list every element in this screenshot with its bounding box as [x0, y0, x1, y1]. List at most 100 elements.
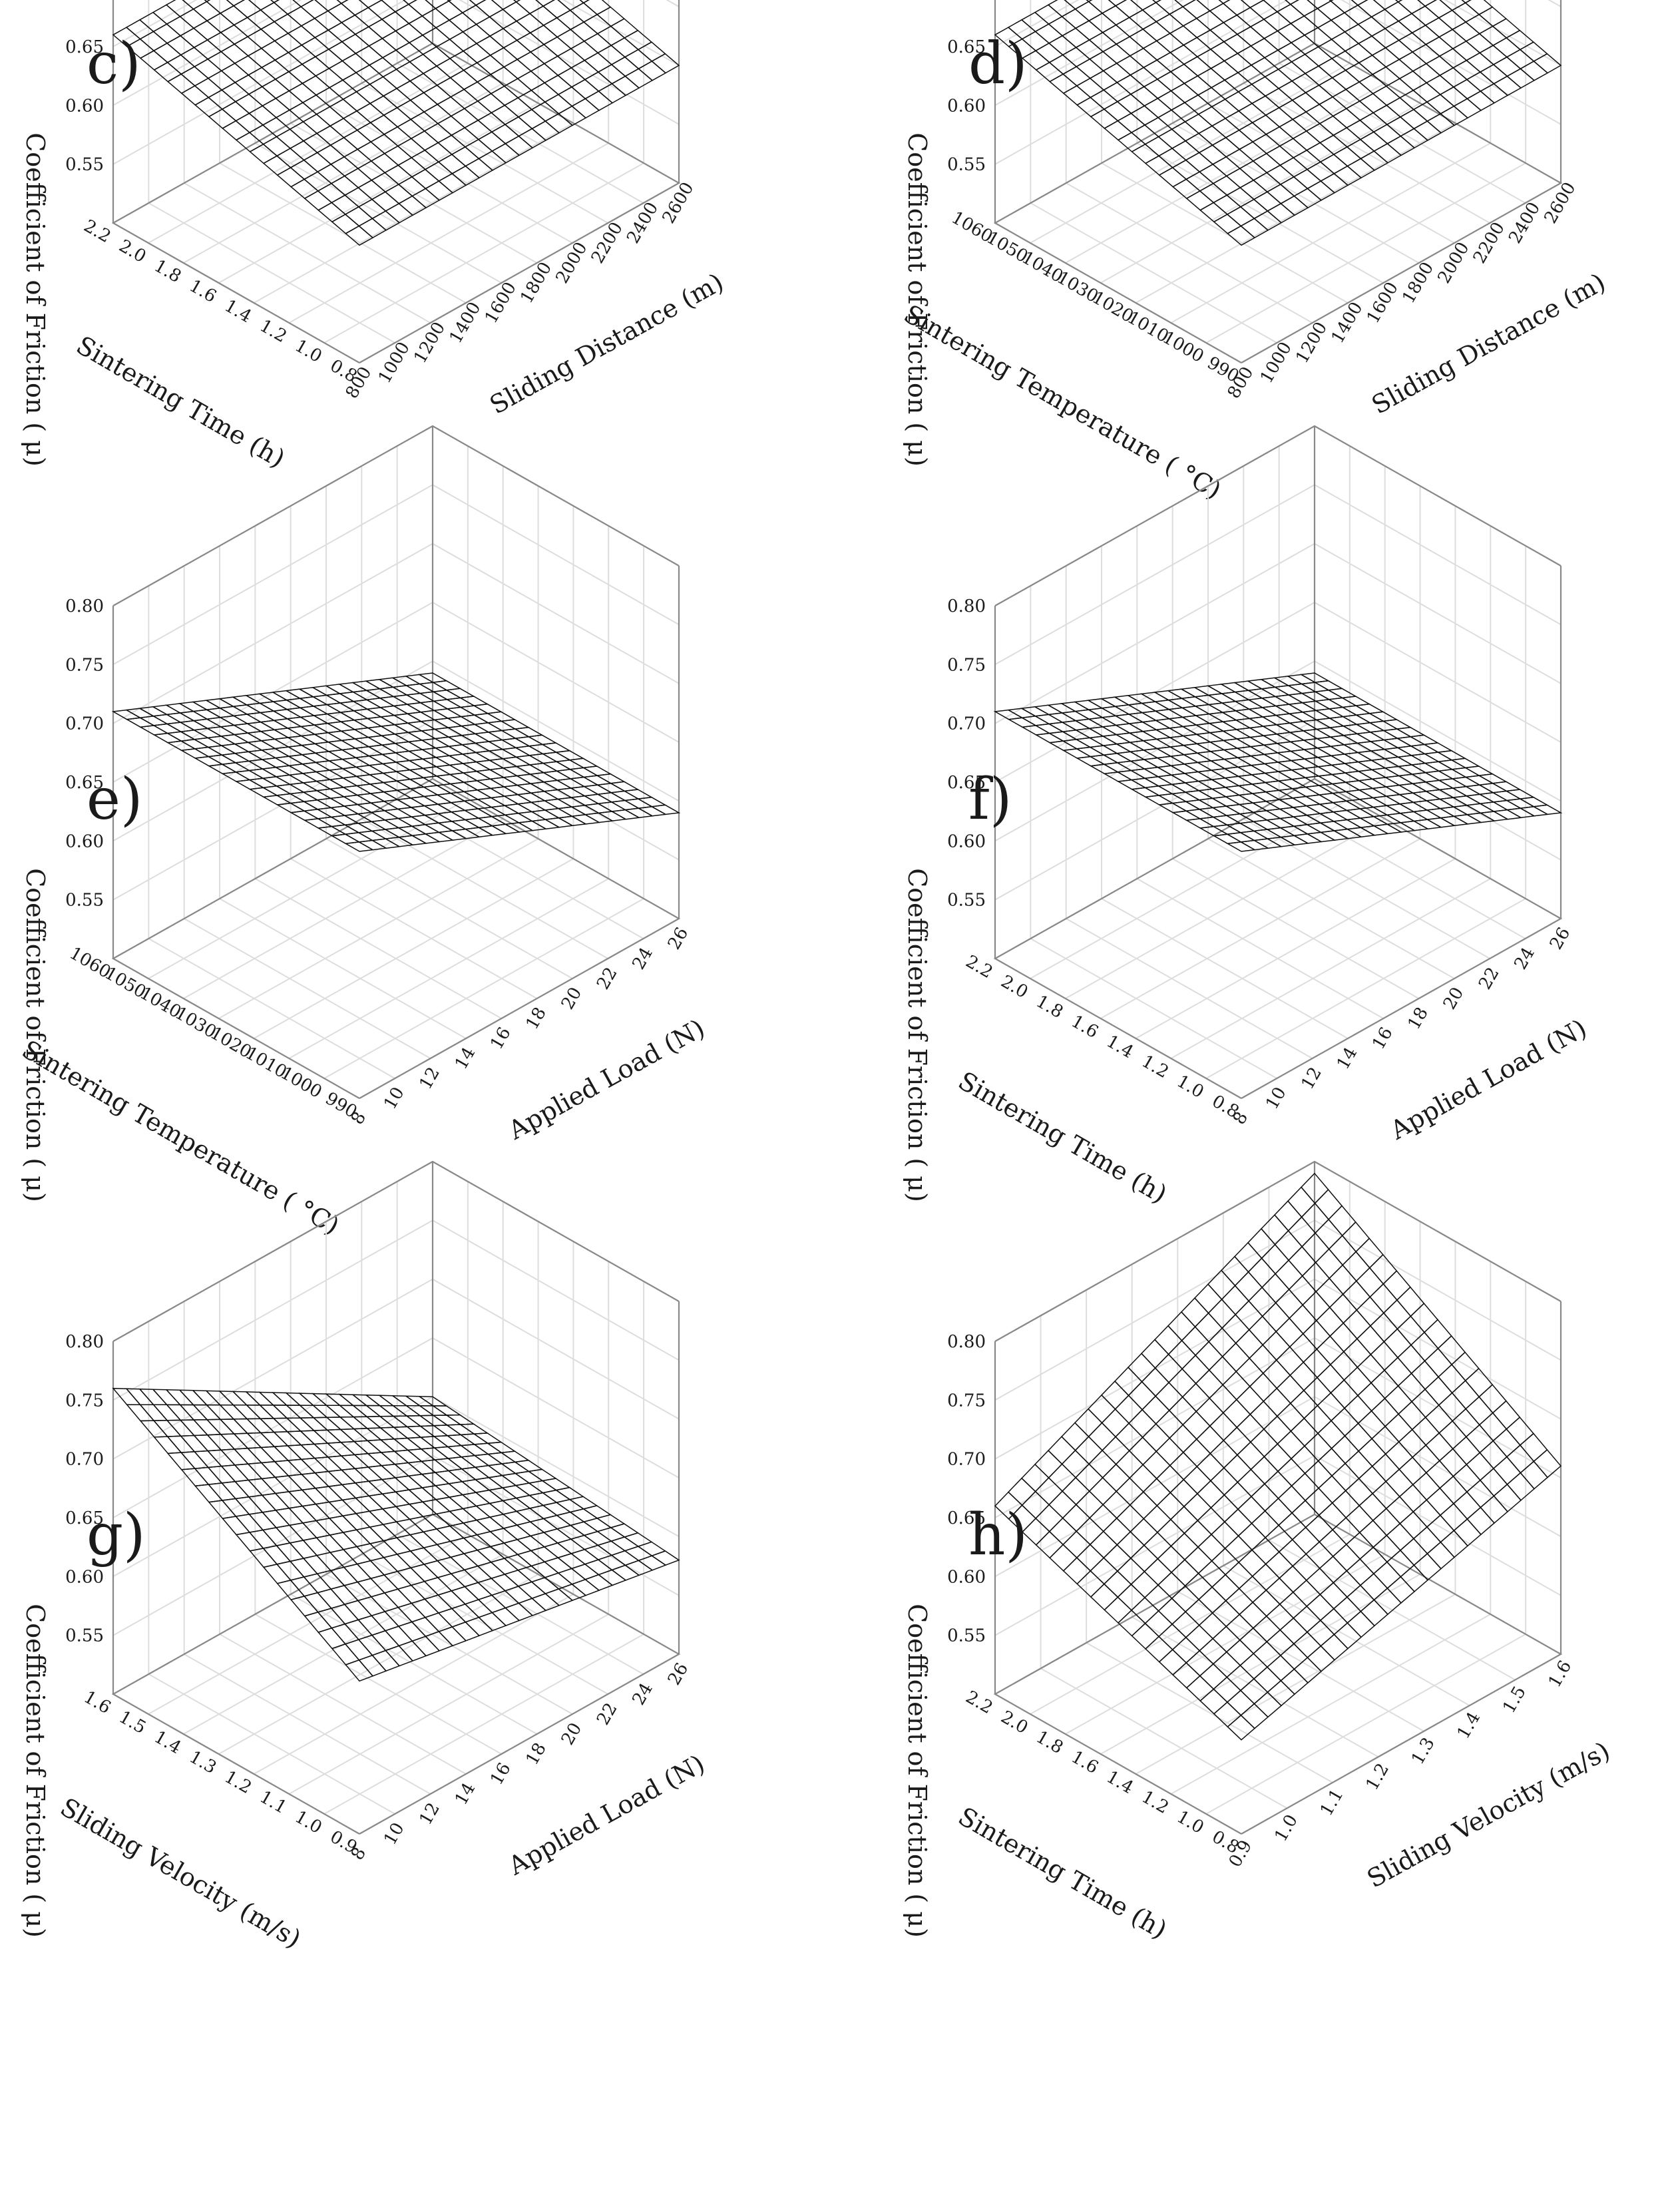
surface-cell [1424, 17, 1454, 38]
surface-cell [1398, 1484, 1428, 1513]
surface-cell [1453, 98, 1482, 119]
surface-cell [1466, 1452, 1494, 1481]
surface-cell [139, 1420, 169, 1438]
z-tick-label: 0.75 [65, 655, 104, 675]
wall-grid-line [112, 425, 680, 606]
surface-cell [1424, 36, 1454, 57]
surface-cell [340, 1454, 370, 1469]
floor-grid-line [1135, 858, 1456, 1039]
floor-grid-line [1101, 898, 1349, 1039]
surface-cell [298, 1405, 329, 1419]
floor-grid-line [1205, 898, 1526, 1079]
surface-cell [341, 72, 371, 93]
surface-cell [394, 1475, 424, 1490]
surface-cell [1209, 1467, 1239, 1496]
surface-cell [1426, 1541, 1456, 1570]
surface [111, 672, 681, 852]
surface-cell [1275, 1317, 1304, 1348]
surface-cell [1116, 1557, 1145, 1586]
x-tick-label: 1.3 [1408, 1734, 1439, 1768]
surface-cell [1158, 1649, 1187, 1676]
floor-grid-line [219, 162, 467, 304]
surface-cell [1062, 85, 1092, 106]
surface-cell [1062, 47, 1091, 68]
surface-cell [1197, 67, 1226, 89]
surface-cell [1088, 1449, 1117, 1478]
surface-cell [1263, 11, 1292, 32]
surface-cell [407, 1473, 437, 1488]
surface-cell [583, 52, 613, 73]
z-tick-label: 0.70 [65, 714, 104, 734]
surface-cell [1399, 1511, 1428, 1540]
surface-cell [1250, 1483, 1279, 1512]
surface-cell [1289, 1333, 1318, 1363]
surface-cell [1144, 97, 1173, 118]
surface-cell [516, 51, 546, 72]
x-tick-label: 2000 [552, 239, 592, 287]
surface-cell [1155, 33, 1185, 53]
surface-cell [1193, 1283, 1223, 1314]
surface-cell [1301, 1261, 1331, 1293]
surface-cell [544, 94, 573, 114]
surface-cell [1129, 67, 1159, 88]
surface-cell [1343, 1338, 1372, 1369]
surface-cell [1170, 102, 1199, 122]
y-tick-label: 2.2 [81, 216, 114, 247]
surface-cell [1426, 112, 1456, 134]
surface-cell [459, 1444, 490, 1456]
surface-cell [1168, 1368, 1197, 1398]
surface-cell [503, 39, 532, 61]
surface-cell [1319, 1529, 1347, 1558]
floor-grid-line [219, 1634, 467, 1775]
surface-cell [1303, 1348, 1331, 1379]
surface-cell [245, 1391, 275, 1406]
surface-cell [1208, 1327, 1237, 1358]
surface-cell [1185, 152, 1214, 173]
surface-cell [393, 1449, 423, 1464]
surface-cell [1143, 1531, 1172, 1560]
surface-cell [1237, 64, 1266, 85]
surface-cell [258, 1405, 288, 1419]
surface-cell [1114, 1395, 1144, 1425]
surface-cell [337, 1393, 368, 1407]
surface-cell [206, 1449, 236, 1467]
surface-cell [1181, 1354, 1210, 1385]
surface-cell [1413, 120, 1442, 141]
surface-cell [1102, 81, 1132, 103]
surface-cell [1371, 47, 1400, 68]
surface-cell [1101, 1408, 1130, 1438]
surface-cell [1384, 1440, 1414, 1470]
surface-cell [166, 15, 195, 37]
x-tick-label: 20 [558, 1719, 586, 1749]
tick-labels: 0.550.600.650.700.750.800.91.01.11.21.31… [947, 1332, 1575, 1871]
surface-cell [378, 1415, 409, 1428]
surface-cell [1184, 113, 1213, 134]
surface-cell [1089, 1530, 1118, 1559]
surface-cell [248, 105, 278, 126]
surface-cell [153, 61, 182, 83]
z-tick-label: 0.60 [947, 1567, 986, 1587]
wall-grid-line [994, 484, 1561, 666]
surface-cell [1438, 1448, 1468, 1477]
surface-cell [262, 1564, 292, 1584]
surface-cell [358, 218, 387, 239]
axis-walls [111, 1160, 681, 1835]
surface-cell [1090, 109, 1119, 129]
floor-grid-line [323, 162, 644, 343]
surface-cell [1506, 68, 1536, 89]
surface-cell [1343, 1366, 1372, 1397]
surface-cell [1329, 1293, 1358, 1324]
surface-cell [1314, 1188, 1343, 1221]
surface-cell [274, 1491, 304, 1509]
surface-cell [1155, 1464, 1185, 1494]
surface-cell [1221, 1342, 1251, 1373]
axis-walls [111, 0, 681, 363]
surface-cell [1210, 1521, 1239, 1550]
surface-cell [1170, 1532, 1199, 1561]
surface-cell [341, 1512, 371, 1531]
surface-cell [1384, 1, 1413, 22]
x-tick-label: 1000 [375, 339, 414, 387]
surface-cell [352, 1416, 382, 1429]
z-axis-title: Coefficient of Friction ( μ) [21, 1604, 50, 1938]
surface-cell [1090, 1583, 1119, 1611]
